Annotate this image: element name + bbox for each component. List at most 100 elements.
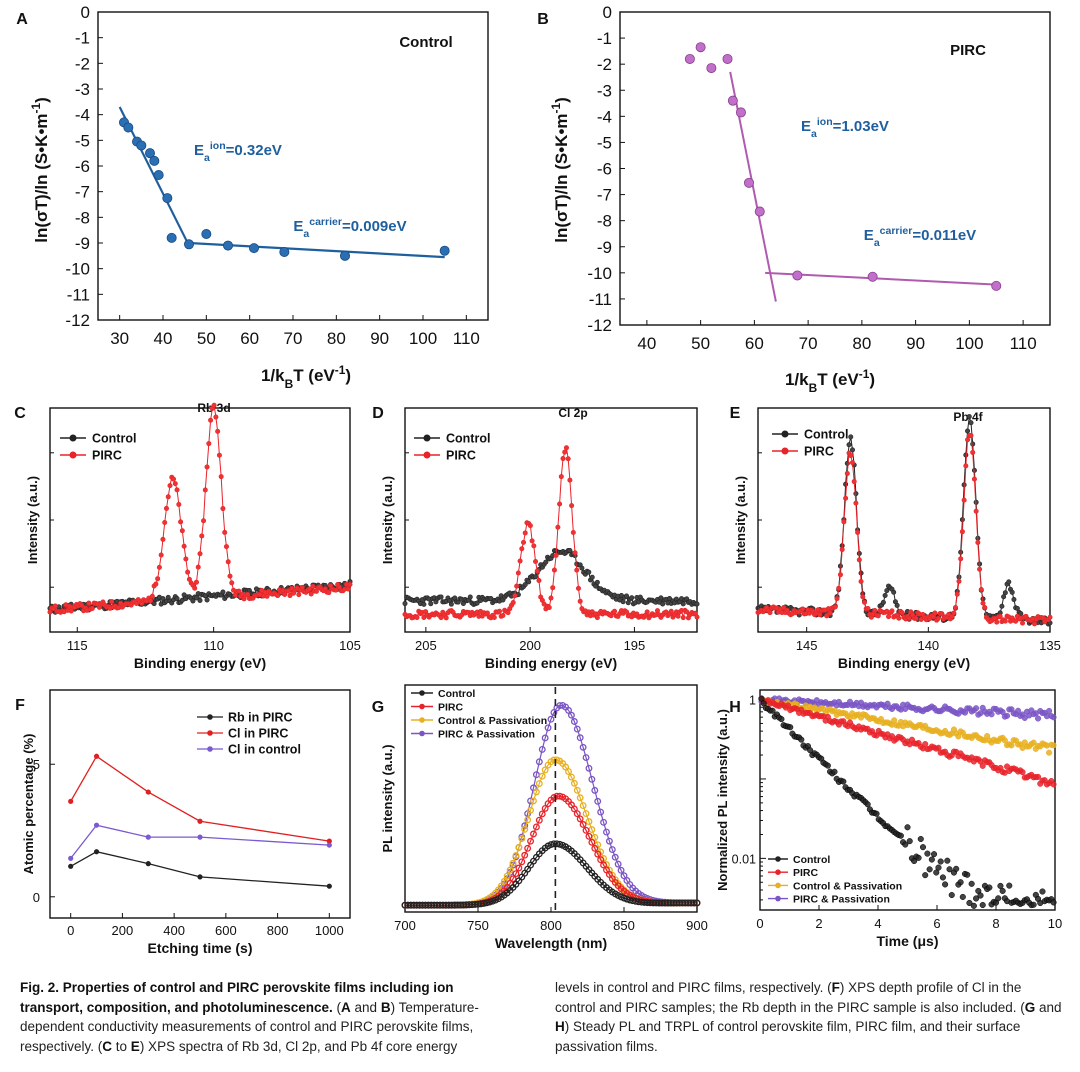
series-markers-pirc — [47, 402, 353, 615]
data-point — [844, 470, 850, 476]
data-point — [919, 844, 927, 851]
y-axis-label: PL intensity (a.u.) — [380, 744, 395, 852]
data-point — [966, 899, 973, 907]
y-tick-label: -12 — [587, 316, 612, 335]
caption-text: to — [112, 1038, 131, 1054]
data-point — [206, 441, 212, 447]
data-point — [160, 596, 166, 602]
data-point — [68, 855, 74, 861]
data-point — [839, 547, 845, 553]
data-point — [975, 540, 981, 546]
y-tick-label: -7 — [75, 183, 90, 202]
legend-marker — [781, 447, 789, 455]
data-point — [579, 821, 587, 828]
legend-label: Control — [438, 688, 475, 700]
data-point — [846, 442, 852, 448]
label-part: ln(σT)/ln (S•K•m — [552, 113, 571, 242]
data-point — [515, 570, 521, 576]
x-tick-label: 40 — [637, 334, 656, 353]
data-point — [414, 615, 420, 621]
data-point — [680, 615, 686, 621]
data-point — [109, 599, 115, 605]
data-point — [176, 501, 182, 507]
data-point — [575, 585, 581, 591]
x-tick-label: 60 — [745, 334, 764, 353]
label-part: μs — [917, 933, 934, 949]
data-point — [521, 851, 529, 859]
data-point — [824, 762, 831, 769]
data-point — [968, 420, 974, 426]
label-part: -1 — [549, 103, 563, 114]
data-point — [526, 579, 532, 585]
legend-label: Control — [446, 432, 490, 446]
legend-marker — [775, 869, 781, 875]
data-point — [1032, 621, 1038, 627]
data-point — [824, 613, 830, 619]
data-point — [544, 724, 552, 732]
data-point — [954, 591, 960, 597]
data-point — [585, 764, 593, 772]
fit-line — [765, 271, 997, 286]
y-tick-label: 0 — [603, 3, 612, 22]
data-point — [534, 568, 540, 574]
data-point — [215, 428, 221, 434]
x-tick-label: 145 — [796, 638, 818, 653]
label-part: Time ( — [876, 933, 917, 949]
data-point — [858, 578, 864, 584]
data-point — [906, 615, 912, 621]
data-point — [421, 614, 427, 620]
data-point — [512, 870, 520, 878]
data-point — [970, 449, 976, 455]
data-point — [922, 741, 929, 748]
x-tick-label: 4 — [874, 916, 881, 931]
y-tick-label: -6 — [597, 160, 612, 179]
data-point — [917, 835, 924, 843]
data-point — [506, 866, 514, 874]
data-point — [853, 491, 859, 497]
data-point — [491, 614, 497, 620]
y-tick-label: -10 — [587, 264, 612, 283]
data-point — [500, 612, 506, 618]
legend-label: PIRC — [804, 445, 834, 459]
panel-a-frame — [97, 11, 489, 321]
x-tick-label: 0 — [67, 923, 74, 938]
data-point — [865, 605, 871, 611]
y-tick-label: -8 — [75, 208, 90, 227]
data-point — [155, 576, 161, 582]
data-point — [832, 604, 838, 610]
data-point — [248, 243, 259, 254]
data-point — [1015, 707, 1022, 714]
x-tick-label: 70 — [284, 329, 303, 348]
data-point — [285, 588, 291, 594]
series-line-pirc — [757, 435, 1051, 626]
data-point — [968, 880, 975, 887]
data-point — [524, 844, 532, 852]
data-point — [970, 441, 976, 447]
data-point — [551, 567, 557, 573]
legend-marker — [419, 717, 425, 723]
data-point — [509, 859, 517, 867]
x-tick-label: 700 — [394, 918, 416, 933]
data-point — [695, 42, 706, 53]
data-point — [997, 613, 1003, 619]
data-point — [946, 866, 953, 873]
data-point — [145, 789, 151, 795]
data-point — [614, 860, 622, 868]
y-axis-label: Intensity (a.u.) — [25, 476, 40, 564]
data-point — [997, 882, 1004, 889]
y-tick-label: -2 — [597, 55, 612, 74]
data-point — [958, 556, 964, 562]
data-point — [977, 892, 984, 899]
data-point — [576, 794, 584, 802]
data-point — [199, 533, 205, 539]
panel-b-title: PIRC — [950, 42, 986, 59]
caption-ref: E — [130, 1038, 140, 1054]
data-point — [527, 806, 535, 814]
x-tick-label: 205 — [415, 638, 437, 653]
panel-h-frame — [759, 689, 1056, 911]
x-tick-label: 6 — [933, 916, 940, 931]
data-point — [867, 271, 878, 282]
data-point — [514, 583, 520, 589]
data-point — [533, 574, 539, 580]
data-point — [988, 711, 995, 718]
